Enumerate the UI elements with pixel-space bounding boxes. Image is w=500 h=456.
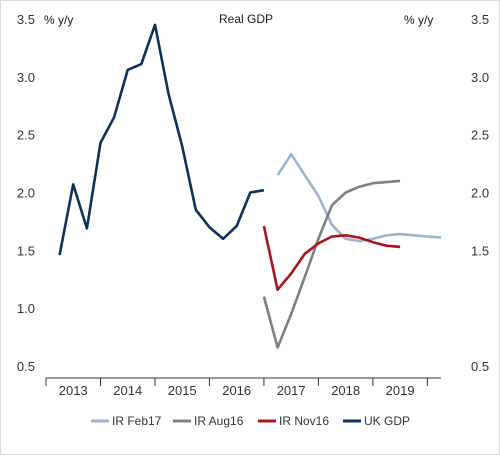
y-tick-label-left: 2.5 [17, 128, 35, 143]
legend-label-uk-gdp: UK GDP [364, 414, 410, 428]
y-tick-label-right: 3.0 [471, 70, 489, 85]
y-tick-label-right: 1.5 [471, 243, 489, 258]
legend-label-ir-aug16: IR Aug16 [194, 414, 244, 428]
legend: IR Feb17 IR Aug16 IR Nov16 UK GDP [91, 414, 410, 428]
y-tick-label-left: 3.5 [17, 12, 35, 27]
x-tick-label: 2018 [331, 383, 360, 398]
y-tick-label-right: 0.5 [471, 359, 489, 374]
series-lines [58, 23, 442, 349]
x-tick-label: 2013 [59, 383, 88, 398]
series-line-ir-feb17 [276, 153, 442, 243]
left-axis-unit: % y/y [44, 13, 73, 27]
right-axis-unit: % y/y [404, 13, 433, 27]
x-tick-label: 2016 [222, 383, 251, 398]
x-tick-label: 2015 [168, 383, 197, 398]
y-tick-label-left: 0.5 [17, 359, 35, 374]
y-tick-label-left: 1.5 [17, 243, 35, 258]
series-line-ir-nov16 [262, 225, 401, 292]
y-tick-label-left: 3.0 [17, 70, 35, 85]
y-tick-label-left: 1.0 [17, 301, 35, 316]
y-tick-label-right: 3.5 [471, 12, 489, 27]
y-tick-label-left: 2.0 [17, 186, 35, 201]
series-line-uk-gdp [58, 23, 265, 256]
x-tick-label: 2014 [113, 383, 142, 398]
legend-label-ir-feb17: IR Feb17 [112, 414, 162, 428]
x-tick-label: 2019 [386, 383, 415, 398]
y-tick-label-right: 2.5 [471, 128, 489, 143]
y-tick-label-right: 2.0 [471, 186, 489, 201]
legend-label-ir-nov16: IR Nov16 [279, 414, 329, 428]
x-tick-label: 2017 [277, 383, 306, 398]
axes: 0.5 1.0 1.5 2.0 2.5 3.0 3.5 0.5 1.5 2.0 2.5 3.0 3.5 2… [17, 12, 489, 398]
chart-title: Real GDP [219, 12, 273, 26]
series-line-ir-aug16 [262, 179, 401, 349]
